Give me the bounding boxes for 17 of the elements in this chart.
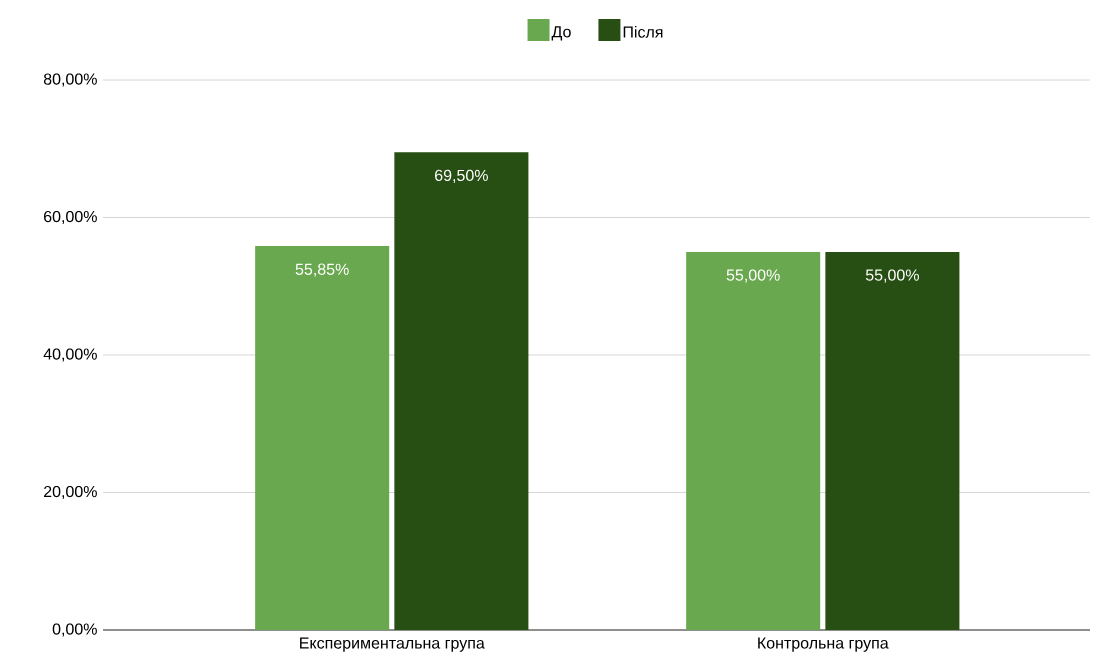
data-label: 69,50%	[435, 169, 488, 183]
data-label: 55,00%	[865, 269, 919, 283]
bar	[686, 251, 821, 630]
y-tick-label: 60,00%	[44, 210, 97, 225]
legend-label: До	[551, 26, 571, 41]
y-tick-label: 40,00%	[43, 348, 97, 362]
y-tick-label: 0,00%	[52, 623, 97, 637]
data-label: 55,00%	[726, 269, 780, 283]
y-tick-label: 80,00%	[43, 73, 97, 87]
legend-label: Після	[623, 26, 663, 38]
data-label: 55,85%	[295, 263, 349, 277]
bar	[394, 152, 529, 630]
y-tick-label: 20,00%	[44, 485, 97, 500]
x-tick-label: Експериментальна група	[300, 637, 485, 652]
bar	[255, 246, 390, 630]
x-tick-label: Контрольна група	[758, 637, 889, 652]
bar	[825, 251, 960, 630]
